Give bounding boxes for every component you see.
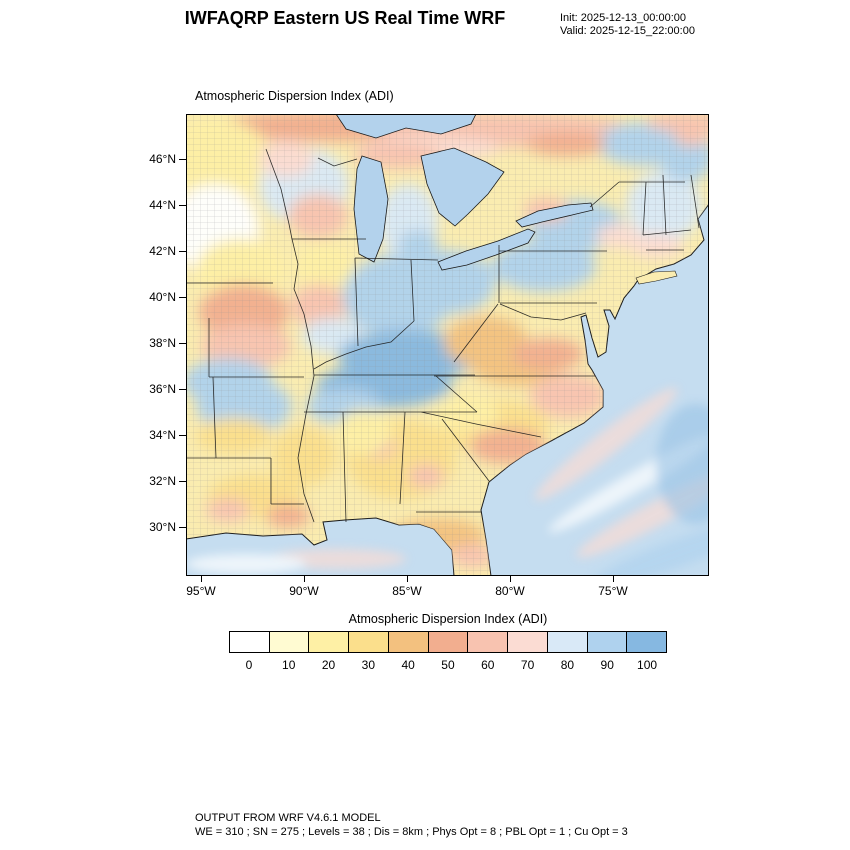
lat-tick-mark xyxy=(179,435,186,436)
footer-line1: OUTPUT FROM WRF V4.6.1 MODEL xyxy=(195,812,381,824)
colorbar-segment xyxy=(508,632,548,652)
colorbar-tick-label: 60 xyxy=(481,658,495,672)
footer: OUTPUT FROM WRF V4.6.1 MODEL WE = 310 ; … xyxy=(195,812,628,839)
lat-tick-mark xyxy=(179,205,186,206)
map-frame xyxy=(186,114,709,576)
lat-tick-label: 42°N xyxy=(149,244,176,258)
lat-tick-label: 38°N xyxy=(149,336,176,350)
lat-tick-label: 36°N xyxy=(149,382,176,396)
colorbar-segment xyxy=(349,632,389,652)
long-island xyxy=(635,270,678,285)
colorbar-tick-label: 10 xyxy=(282,658,296,672)
colorbar-segment xyxy=(587,632,628,652)
lon-tick-mark xyxy=(201,576,202,582)
colorbar xyxy=(229,631,667,653)
colorbar-labels: 0 10 20 30 40 50 60 70 80 90 100 xyxy=(229,658,667,672)
great-lakes xyxy=(335,113,594,271)
wrf-map-svg xyxy=(185,113,761,588)
colorbar-tick-label: 40 xyxy=(401,658,415,672)
lon-tick-label: 90°W xyxy=(289,584,319,598)
run-times: Init: 2025-12-13_00:00:00 Valid: 2025-12… xyxy=(560,12,695,38)
init-time: Init: 2025-12-13_00:00:00 xyxy=(560,12,686,24)
colorbar-segment xyxy=(627,632,667,652)
lon-tick-label: 80°W xyxy=(495,584,525,598)
valid-time: Valid: 2025-12-15_22:00:00 xyxy=(560,25,695,37)
lat-tick-label: 44°N xyxy=(149,198,176,212)
colorbar-tick-label: 20 xyxy=(321,658,336,672)
colorbar-tick-label: 50 xyxy=(441,658,455,672)
lon-tick-label: 85°W xyxy=(392,584,422,598)
lat-tick-label: 32°N xyxy=(149,474,176,488)
colorbar-title: Atmospheric Dispersion Index (ADI) xyxy=(348,612,548,626)
colorbar-segment xyxy=(309,632,350,652)
lon-tick-label: 75°W xyxy=(598,584,628,598)
lat-tick-mark xyxy=(179,251,186,252)
lat-tick-mark xyxy=(179,297,186,298)
lat-tick-mark xyxy=(179,481,186,482)
lat-tick-label: 40°N xyxy=(149,290,176,304)
colorbar-tick-label: 90 xyxy=(600,658,614,672)
colorbar-tick-label: 0 xyxy=(245,658,253,672)
lat-tick-mark xyxy=(179,343,186,344)
colorbar-segment xyxy=(269,632,310,652)
lon-tick-mark xyxy=(304,576,305,582)
page-title: IWFAQRP Eastern US Real Time WRF xyxy=(184,8,506,28)
colorbar-segment xyxy=(547,632,588,652)
lat-tick-mark xyxy=(179,389,186,390)
lat-tick-label: 46°N xyxy=(149,152,176,166)
lat-tick-label: 34°N xyxy=(149,428,176,442)
colorbar-tick-label: 100 xyxy=(637,658,658,672)
colorbar-tick-label: 80 xyxy=(560,658,575,672)
colorbar-segment xyxy=(428,632,469,652)
lat-tick-mark xyxy=(179,527,186,528)
lon-tick-mark xyxy=(510,576,511,582)
lon-tick-mark xyxy=(613,576,614,582)
footer-line2: WE = 310 ; SN = 275 ; Levels = 38 ; Dis … xyxy=(195,825,628,838)
lat-tick-label: 30°N xyxy=(149,520,176,534)
lat-tick-mark xyxy=(179,159,186,160)
map-title-label: Atmospheric Dispersion Index (ADI) xyxy=(195,89,394,103)
colorbar-segment xyxy=(468,632,509,652)
lon-tick-mark xyxy=(407,576,408,582)
colorbar-segment xyxy=(230,632,270,652)
colorbar-segment xyxy=(388,632,429,652)
colorbar-tick-label: 70 xyxy=(520,658,535,672)
colorbar-tick-label: 30 xyxy=(361,658,376,672)
state-boundaries xyxy=(186,148,700,523)
map-area xyxy=(185,113,761,588)
lon-tick-label: 95°W xyxy=(186,584,216,598)
